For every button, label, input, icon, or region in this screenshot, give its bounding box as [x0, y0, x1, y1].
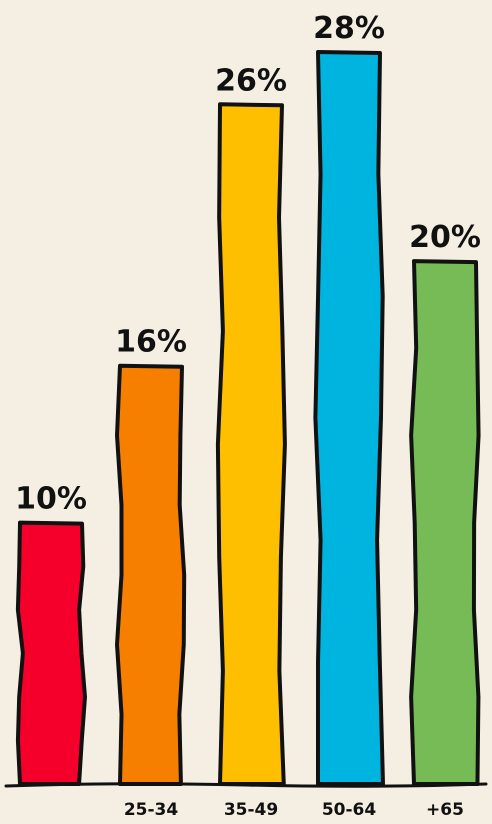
value-label-5: 20%	[409, 220, 481, 255]
value-labels-group: 10% 16% 26% 28% 20%	[15, 11, 481, 517]
x-tick-label-5: +65	[426, 800, 464, 820]
bar-2	[115, 363, 187, 786]
bar-3	[215, 102, 287, 786]
bar-4	[313, 50, 385, 786]
x-tick-label-2: 25-34	[124, 800, 179, 820]
x-tick-label-3: 35-49	[224, 800, 278, 820]
value-label-4: 28%	[313, 11, 385, 46]
bar-1	[15, 520, 87, 786]
value-label-1: 10%	[15, 482, 87, 517]
x-tick-labels-group: 25-34 35-49 50-64 +65	[124, 800, 464, 820]
x-axis-baseline	[4, 782, 488, 788]
bar-5	[409, 259, 481, 786]
x-tick-label-4: 50-64	[322, 800, 377, 820]
bars-group	[15, 50, 481, 786]
value-label-2: 16%	[115, 325, 187, 360]
value-label-3: 26%	[215, 63, 287, 98]
